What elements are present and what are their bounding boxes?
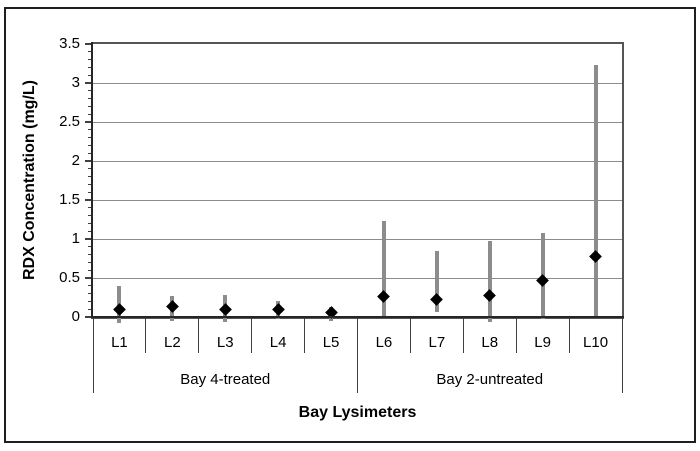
y-minor-tick [88, 285, 92, 287]
y-minor-tick [88, 113, 92, 115]
gridline [93, 121, 622, 123]
y-tick-label: 2 [71, 152, 80, 169]
x-category-label: L9 [534, 334, 551, 351]
y-minor-tick [88, 168, 92, 170]
error-bar [381, 221, 386, 317]
y-minor-tick [88, 230, 92, 232]
x-category-label: L1 [111, 334, 128, 351]
y-tick-label: 2.5 [59, 113, 80, 130]
error-bar [593, 65, 598, 317]
y-major-tick [85, 160, 92, 162]
y-major-tick [85, 82, 92, 84]
y-tick-label: 3.5 [59, 35, 80, 52]
y-minor-tick [88, 74, 92, 76]
group-separator [621, 317, 623, 393]
category-separator [304, 317, 306, 353]
y-minor-tick [88, 246, 92, 248]
y-minor-tick [88, 51, 92, 53]
y-minor-tick [88, 183, 92, 185]
y-axis-line [91, 42, 93, 318]
category-separator [568, 317, 570, 353]
category-separator [198, 317, 200, 353]
y-major-tick [85, 238, 92, 240]
error-bar [434, 251, 439, 313]
y-major-tick [85, 316, 92, 318]
y-tick-label: 0 [71, 308, 80, 325]
x-category-label: L7 [428, 334, 446, 351]
y-minor-tick [88, 129, 92, 131]
y-axis-title: RDX Concentration (mg/L) [21, 80, 38, 280]
x-axis-title: Bay Lysimeters [298, 404, 417, 421]
y-minor-tick [88, 293, 92, 295]
y-minor-tick [88, 261, 92, 263]
y-minor-tick [88, 269, 92, 271]
y-major-tick [85, 121, 92, 123]
y-tick-label: 0.5 [59, 269, 80, 286]
x-category-label: L8 [481, 334, 499, 351]
gridline [93, 199, 622, 201]
gridline [93, 277, 622, 279]
gridline [93, 160, 622, 162]
x-category-label: L3 [216, 334, 234, 351]
y-minor-tick [88, 254, 92, 256]
y-minor-tick [88, 222, 92, 224]
y-minor-tick [88, 215, 92, 217]
x-category-label: L10 [583, 334, 609, 351]
y-minor-tick [88, 191, 92, 193]
y-major-tick [85, 277, 92, 279]
y-minor-tick [88, 137, 92, 139]
y-tick-label: 1.5 [59, 191, 80, 208]
category-separator [409, 317, 411, 353]
y-major-tick [85, 43, 92, 45]
x-group-label: Bay 2-untreated [436, 371, 544, 388]
y-minor-tick [88, 59, 92, 61]
gridline [93, 238, 622, 240]
y-minor-tick [88, 144, 92, 146]
x-category-label: L5 [322, 334, 340, 351]
x-category-label: L4 [269, 334, 287, 351]
y-minor-tick [88, 152, 92, 154]
y-minor-tick [88, 308, 92, 310]
y-minor-tick [88, 105, 92, 107]
y-minor-tick [88, 300, 92, 302]
category-separator [251, 317, 253, 353]
x-category-label: L6 [375, 334, 393, 351]
error-bar [487, 241, 492, 323]
category-separator [145, 317, 147, 353]
y-minor-tick [88, 66, 92, 68]
group-separator [92, 317, 94, 393]
gridline [93, 82, 622, 84]
y-major-tick [85, 199, 92, 201]
figure-border [4, 7, 696, 443]
y-minor-tick [88, 90, 92, 92]
x-axis-line [91, 316, 624, 318]
x-category-label: L2 [163, 334, 181, 351]
y-tick-label: 3 [71, 74, 80, 91]
y-tick-label: 1 [71, 230, 80, 247]
category-separator [462, 317, 464, 353]
group-separator [357, 317, 358, 393]
y-minor-tick [88, 176, 92, 178]
y-minor-tick [88, 98, 92, 100]
category-separator [515, 317, 517, 353]
x-group-label: Bay 4-treated [180, 371, 271, 388]
y-minor-tick [88, 207, 92, 209]
